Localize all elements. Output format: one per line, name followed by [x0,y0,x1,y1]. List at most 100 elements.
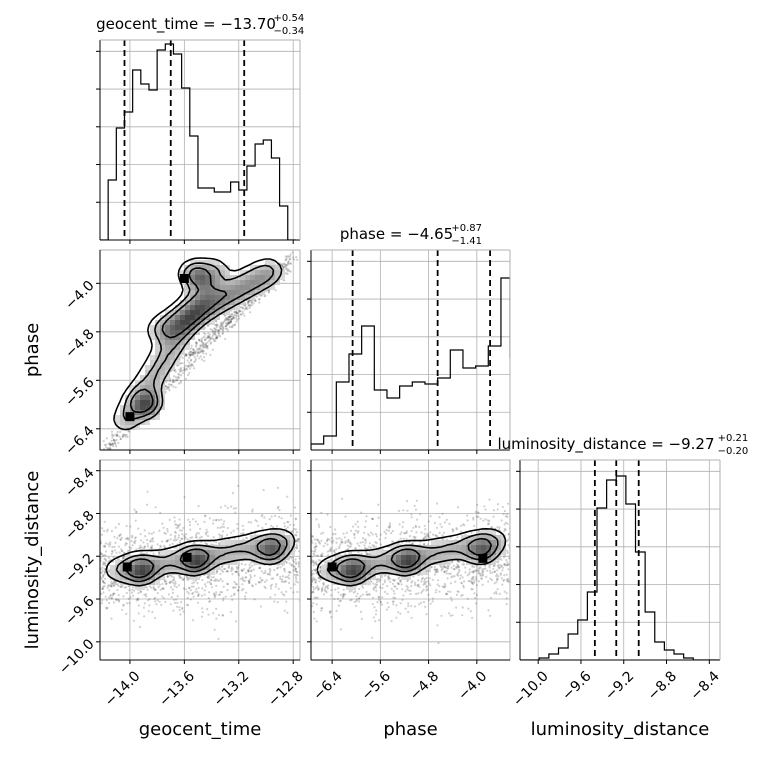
sample-point [326,513,329,516]
sample-point [122,604,125,607]
sample-point [218,326,222,329]
sample-point [315,620,318,623]
sample-point [250,570,253,573]
sample-point [193,351,196,354]
density-cell [255,550,260,555]
sample-point [100,552,103,556]
sample-point [108,545,111,548]
sample-point [436,570,439,573]
sample-point [500,519,503,522]
density-cell [120,565,125,570]
sample-point [172,582,175,585]
sample-point [155,603,158,606]
sample-point [131,536,134,539]
density-cell [416,545,421,550]
sample-point [402,537,405,541]
sample-point [177,526,180,529]
sample-point [108,596,111,599]
sample-point [324,589,327,593]
sample-point [445,592,448,595]
sample-point [223,319,226,322]
sample-point [143,545,146,548]
sample-point [475,578,478,581]
sample-point [507,562,510,565]
sample-point [122,556,125,560]
density-cell [185,565,190,570]
sample-point [205,543,208,546]
density-cell [476,540,481,545]
sample-point [333,549,336,552]
density-cell [461,545,466,550]
sample-point [104,595,107,598]
sample-point [110,529,113,533]
sample-point [112,584,116,588]
sample-point [286,272,289,275]
sample-point [353,600,356,604]
sample-point [206,576,209,579]
sample-point [455,528,458,531]
sample-point [435,570,438,573]
sample-point [295,534,298,537]
sample-point [449,614,452,617]
sample-point [206,336,209,339]
sample-point [154,588,157,591]
sample-point [368,545,371,549]
sample-point [100,553,103,556]
sample-point [230,318,233,321]
sample-point [496,573,499,576]
sample-point [102,574,105,577]
density-cell [230,555,235,560]
peak-bin-1 [122,562,132,572]
sample-point [399,537,402,540]
density-cell [496,545,501,550]
sample-point [212,536,215,539]
density-cell [205,285,210,290]
sample-point [206,344,209,347]
density-cell [175,340,180,345]
sample-point [461,593,464,597]
sample-point [216,526,219,529]
sample-point [235,570,239,574]
sample-point [205,352,208,355]
density-cell [431,550,436,555]
sample-point [184,533,188,536]
density-cell [275,275,280,280]
density-cell [270,535,275,540]
sample-point [497,528,501,531]
sample-point [320,539,323,542]
sample-point [445,593,448,596]
sample-point [318,587,321,591]
density-cell [160,345,165,350]
sample-point [101,580,105,583]
sample-point [371,517,374,521]
sample-point [258,298,261,301]
sample-point [180,577,183,580]
sample-point [425,586,428,589]
sample-point [158,529,161,533]
sample-point [473,592,476,595]
sample-point [198,351,201,354]
sample-point [183,534,186,538]
sample-point [190,363,193,366]
sample-point [405,530,408,533]
sample-point [428,582,431,585]
density-cell [160,390,165,395]
sample-point [285,265,288,268]
hist-panel-geocent_time: geocent_time = −13.70+0.54−0.34 [96,13,304,244]
sample-point [350,551,353,554]
sample-point [214,334,217,337]
density-cell [361,570,366,575]
density-cell [230,280,235,285]
density-cell [150,390,155,395]
sample-point [377,619,381,622]
sample-point [219,534,222,537]
sample-point [212,338,216,341]
sample-point [181,356,184,359]
density-cell [135,400,140,405]
sample-point [464,571,467,574]
sample-point [379,586,382,589]
sample-point [147,610,150,613]
sample-point [367,593,371,596]
sample-point [171,542,174,546]
density-cell [245,545,250,550]
